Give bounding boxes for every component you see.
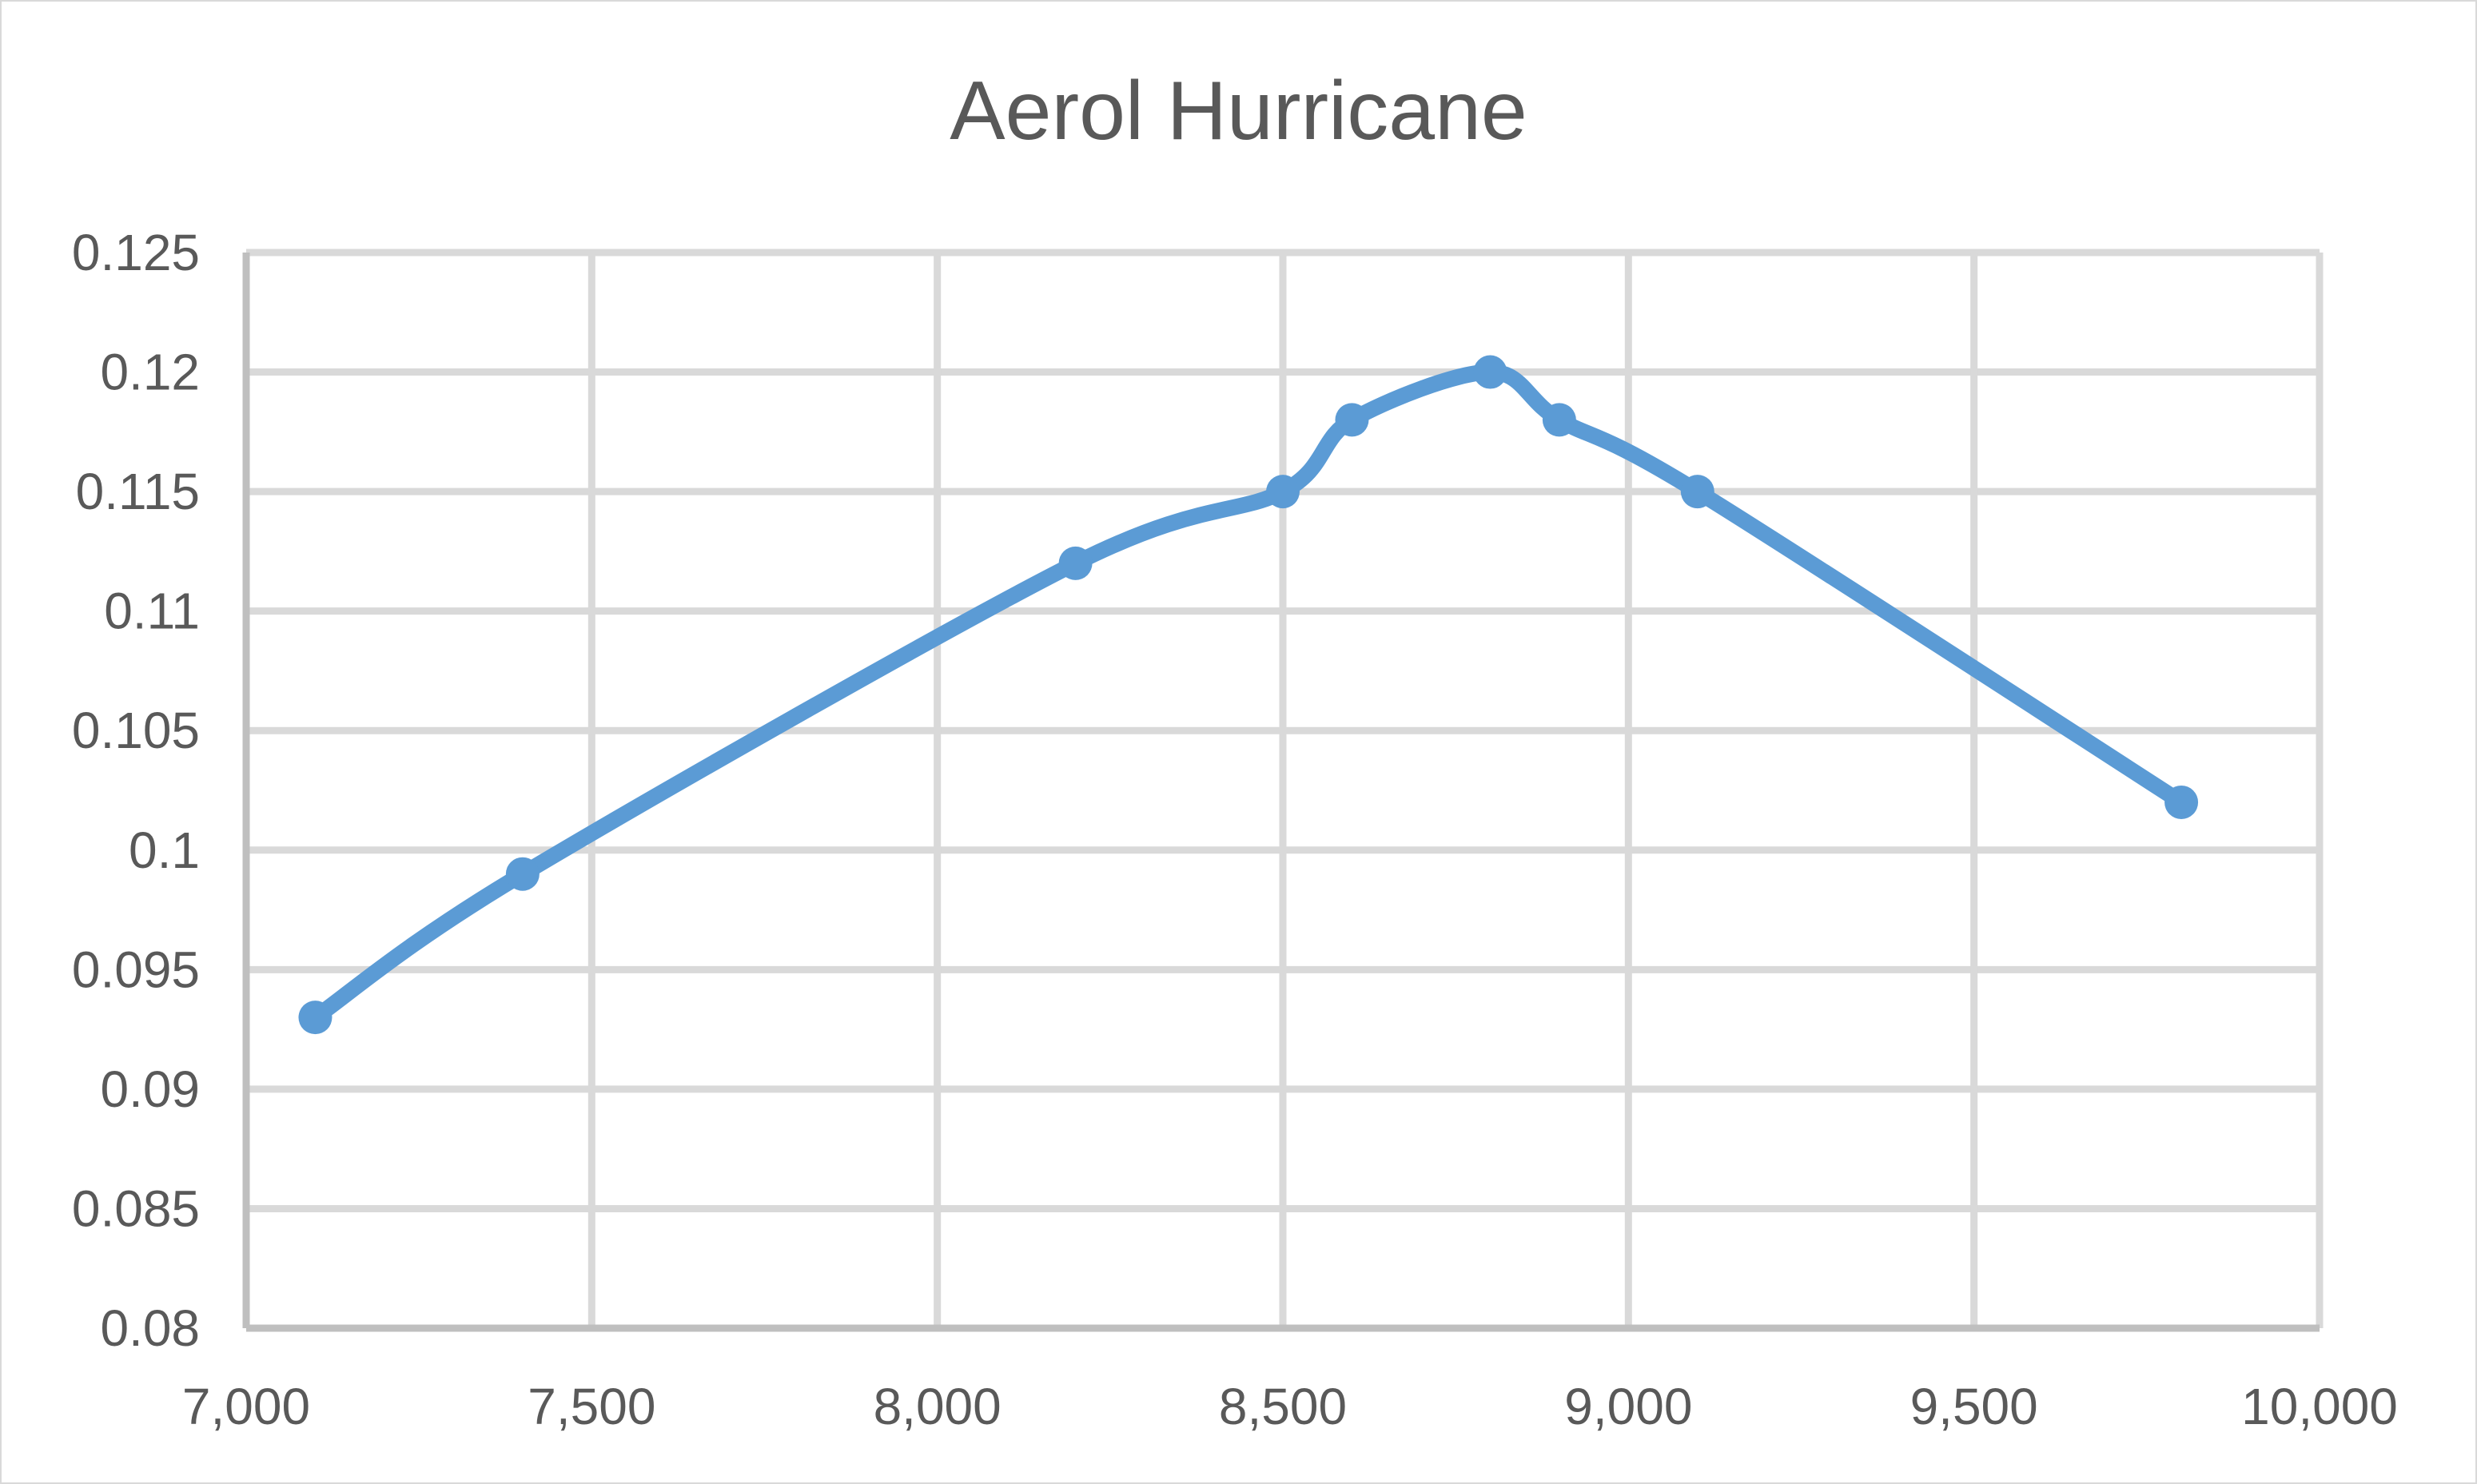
data-point (1473, 355, 1507, 389)
x-tick-label: 9,500 (1910, 1378, 2038, 1435)
data-point (1680, 475, 1714, 509)
data-markers (298, 355, 2199, 1035)
grid-lines (242, 249, 2324, 1332)
y-tick-label: 0.115 (76, 463, 200, 520)
y-tick-label: 0.1 (129, 822, 200, 879)
y-tick-label: 0.11 (104, 583, 200, 640)
x-tick-label: 8,000 (874, 1378, 1002, 1435)
y-tick-label: 0.08 (100, 1299, 200, 1357)
x-tick-labels: 7,000 7,500 8,000 8,500 9,000 9,500 10,000 (182, 1378, 2398, 1435)
x-tick-label: 7,000 (182, 1378, 310, 1435)
data-point (1058, 546, 1093, 580)
x-tick-label: 7,500 (528, 1378, 655, 1435)
y-tick-label: 0.125 (72, 224, 200, 281)
data-point (505, 857, 540, 891)
x-tick-label: 10,000 (2241, 1378, 2398, 1435)
y-tick-label: 0.105 (72, 702, 200, 759)
x-tick-label: 9,000 (1564, 1378, 1692, 1435)
data-point (2164, 785, 2199, 819)
y-tick-label: 0.12 (100, 344, 200, 401)
data-point (1542, 403, 1576, 437)
data-point (1335, 403, 1369, 437)
x-tick-label: 8,500 (1219, 1378, 1347, 1435)
y-tick-label: 0.095 (72, 941, 200, 998)
axes (242, 253, 2320, 1332)
y-tick-label: 0.09 (100, 1060, 200, 1118)
data-point (298, 1001, 333, 1035)
chart-title: Aerol Hurricane (950, 65, 1527, 157)
y-tick-labels: 0.08 0.085 0.09 0.095 0.1 0.105 0.11 0.115 0.12 0… (72, 224, 200, 1357)
y-tick-label: 0.085 (72, 1180, 200, 1237)
data-point (1266, 475, 1300, 509)
